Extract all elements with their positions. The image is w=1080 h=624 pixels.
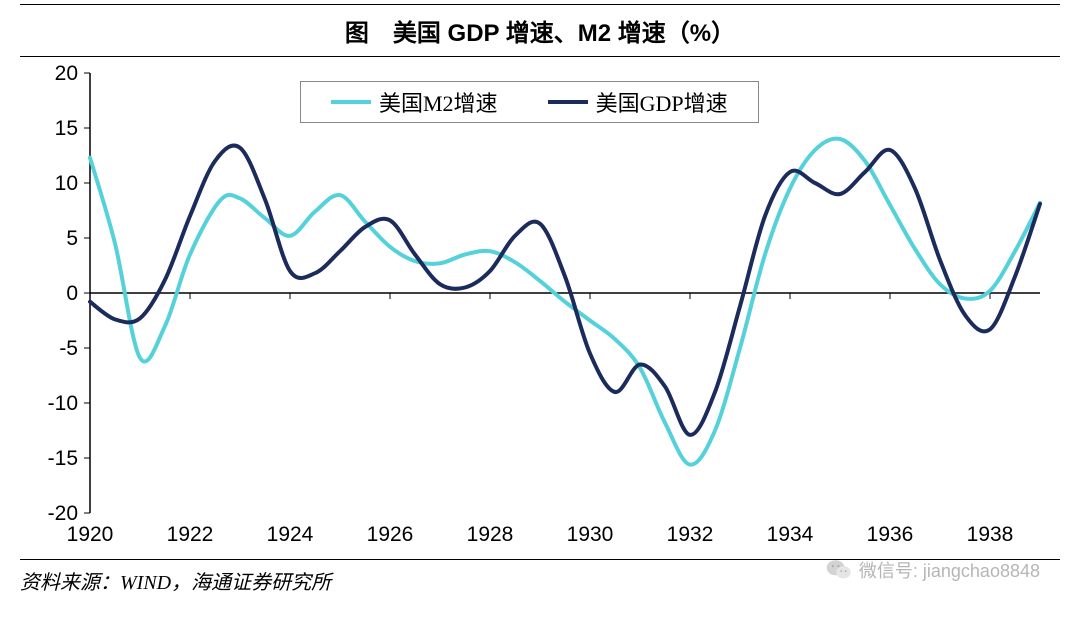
source-line: 资料来源：WIND，海通证券研究所 — [20, 559, 1060, 595]
svg-text:-15: -15 — [48, 447, 78, 470]
svg-text:0: 0 — [66, 282, 78, 305]
legend: 美国M2增速 美国GDP增速 — [300, 81, 759, 123]
svg-text:1928: 1928 — [467, 523, 514, 546]
svg-text:1920: 1920 — [67, 523, 114, 546]
svg-text:1932: 1932 — [667, 523, 714, 546]
legend-label: 美国GDP增速 — [596, 86, 728, 118]
svg-text:10: 10 — [55, 172, 78, 195]
svg-text:15: 15 — [55, 117, 78, 140]
chart-plot-area: 美国M2增速 美国GDP增速 -20 -15 -10 -5 0 5 10 15 20 1920 19… — [20, 63, 1060, 553]
legend-label: 美国M2增速 — [379, 86, 498, 118]
svg-text:-20: -20 — [48, 502, 78, 525]
svg-text:1938: 1938 — [967, 523, 1014, 546]
chart-svg: -20 -15 -10 -5 0 5 10 15 20 1920 1922 1924 1926 1928 1… — [20, 63, 1060, 553]
svg-text:1934: 1934 — [767, 523, 814, 546]
chart-container: 图 美国 GDP 增速、M2 增速（%） 美国M2增速 美国GDP增速 -20-… — [0, 4, 1080, 624]
svg-text:-10: -10 — [48, 392, 78, 415]
legend-swatch — [331, 100, 371, 104]
chart-title: 图 美国 GDP 增速、M2 增速（%） — [20, 4, 1060, 57]
legend-item-m2: 美国M2增速 — [331, 86, 498, 118]
svg-text:20: 20 — [55, 63, 78, 85]
legend-swatch — [548, 100, 588, 104]
svg-text:1936: 1936 — [867, 523, 914, 546]
svg-text:5: 5 — [66, 227, 78, 250]
svg-text:-5: -5 — [59, 337, 78, 360]
svg-text:1922: 1922 — [167, 523, 214, 546]
svg-text:1926: 1926 — [367, 523, 414, 546]
legend-item-gdp: 美国GDP增速 — [548, 86, 728, 118]
svg-text:1930: 1930 — [567, 523, 614, 546]
svg-text:1924: 1924 — [267, 523, 314, 546]
